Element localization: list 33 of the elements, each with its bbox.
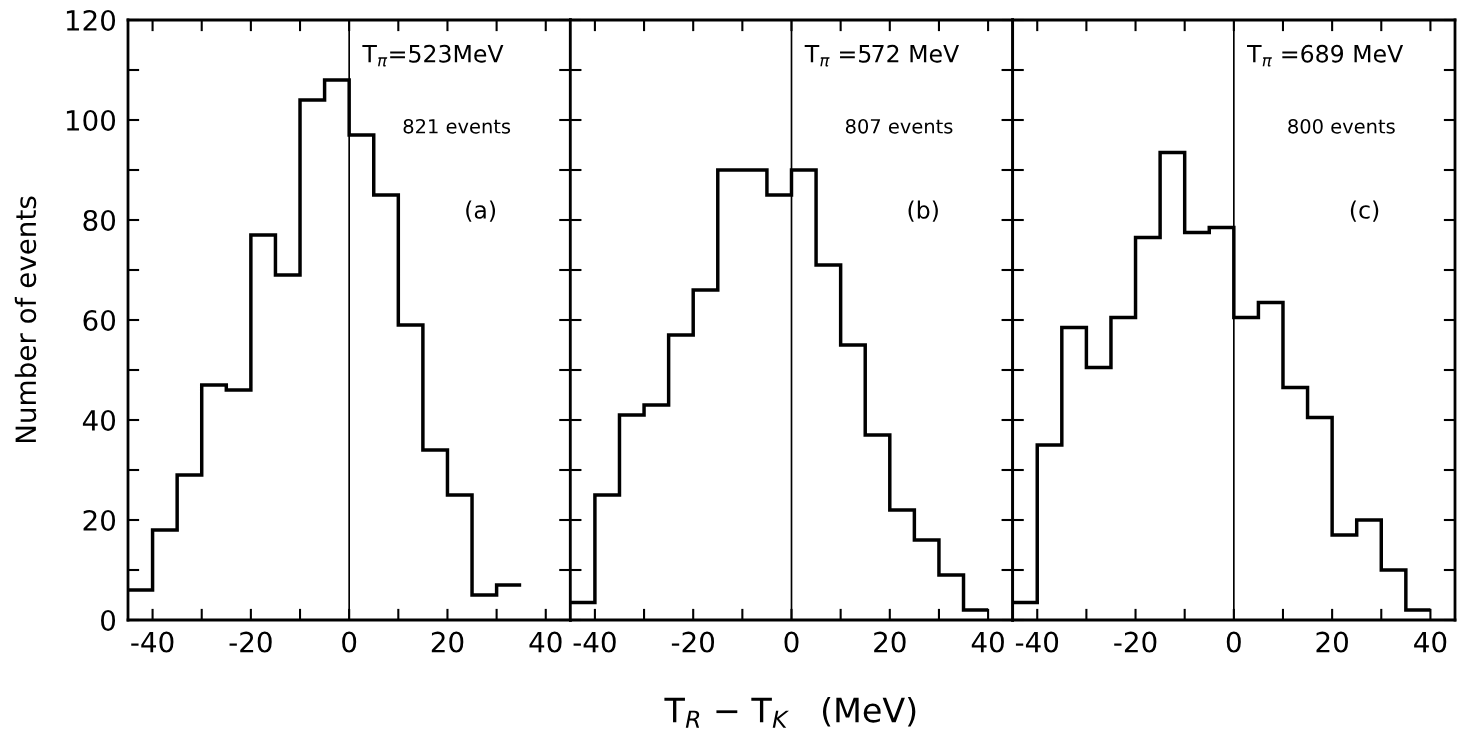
x-tick-label: -40 <box>573 631 616 653</box>
x-tick-label: -20 <box>671 631 715 653</box>
annotation: 821 events <box>403 118 511 134</box>
y-tick-label: 100 <box>66 109 116 131</box>
x-tick-label: 40 <box>971 631 1004 653</box>
annotation: T$_{π}$ =572 MeV <box>804 44 960 67</box>
x-tick-label: 0 <box>1226 631 1241 653</box>
annotation: (a) <box>466 200 496 222</box>
x-tick-label: -40 <box>1015 631 1059 653</box>
y-tick-label: 0 <box>101 609 116 631</box>
annotation: (c) <box>1350 200 1379 222</box>
annotation: T$_{π}$ =689 MeV <box>1247 44 1404 67</box>
x-tick-label: 20 <box>431 631 464 653</box>
y-tick-label: 80 <box>83 209 116 231</box>
x-tick-label: 0 <box>342 631 357 653</box>
x-tick-label: -20 <box>1114 631 1157 653</box>
y-tick-label: 40 <box>82 409 116 431</box>
y-tick-label: 20 <box>83 509 116 531</box>
y-tick-label: 120 <box>66 9 116 31</box>
annotation: 807 events <box>845 118 953 134</box>
y-axis-title: Number of events <box>14 196 37 443</box>
x-tick-label: 40 <box>529 631 562 653</box>
x-tick-label: 0 <box>784 631 799 653</box>
annotation: 800 events <box>1288 118 1395 134</box>
x-tick-label: -20 <box>229 631 272 653</box>
x-tick-label: 20 <box>874 631 906 653</box>
x-tick-label: 20 <box>1316 631 1348 653</box>
x-tick-label: -40 <box>131 631 174 653</box>
y-tick-label: 60 <box>83 309 116 331</box>
text: T$_{R}$ − T$_{K}$ (MeV) <box>664 696 916 728</box>
x-tick-label: 40 <box>1414 631 1447 653</box>
annotation: (b) <box>908 200 938 222</box>
annotation: T$_{π}$=523MeV <box>362 44 504 67</box>
